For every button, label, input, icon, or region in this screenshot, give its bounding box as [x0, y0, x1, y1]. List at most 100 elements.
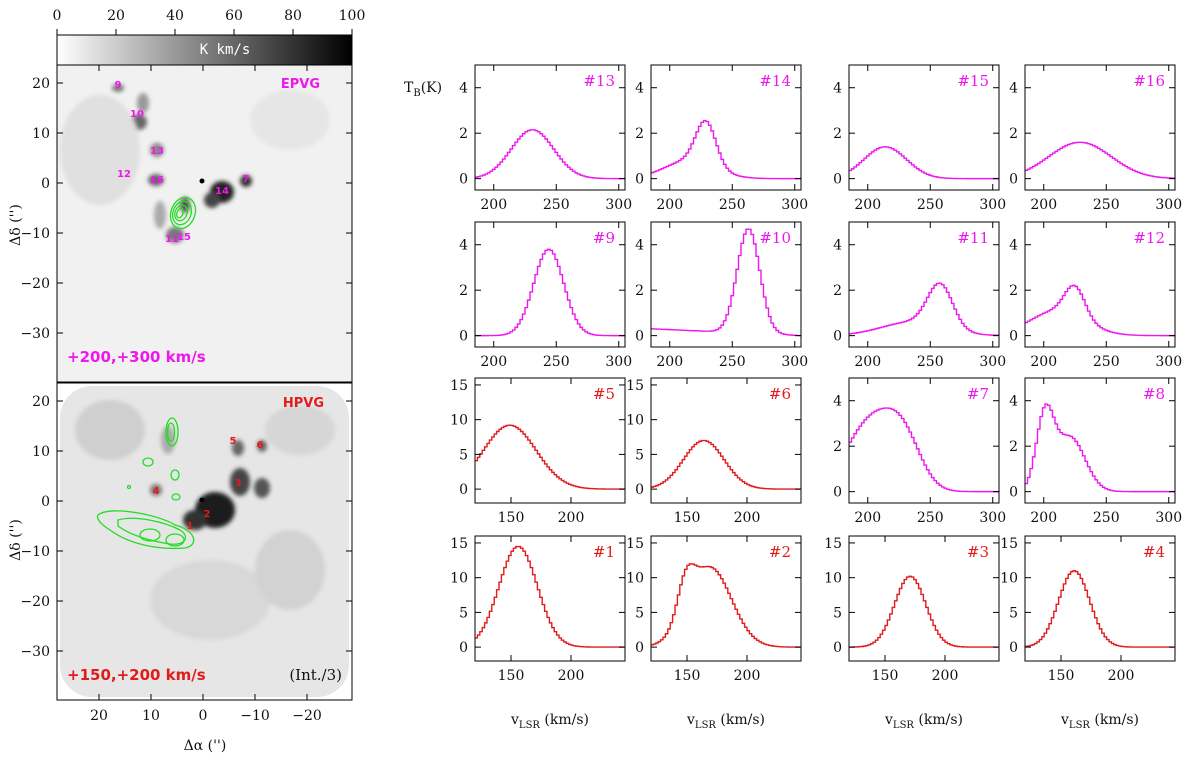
spectrum-xtick-label: 200	[932, 668, 959, 684]
colorbar-gradient	[56, 34, 353, 66]
spectrum-ytick-label: 4	[635, 238, 644, 254]
spectrum-xtick-label: 300	[605, 197, 632, 213]
spectrum-ytick-label: 0	[635, 640, 644, 656]
spectrum-id: #14	[759, 72, 791, 90]
spectrum-ytick-label: 10	[824, 571, 842, 587]
spectrum-frame	[474, 377, 626, 504]
spectrum-frame	[474, 221, 626, 348]
map-bottom-marker: 6	[257, 440, 264, 451]
spectrum-xtick-label: 200	[656, 354, 683, 370]
map-xlabel: Δα ('')	[184, 738, 227, 754]
spectrum-id: #11	[957, 229, 989, 247]
spectrum-ytick-label: 2	[635, 126, 644, 142]
spectrum-line	[475, 129, 626, 180]
spectrum-ytick-label: 15	[450, 378, 468, 394]
spectrum-ytick-label: 0	[1009, 485, 1018, 501]
map-bottom-ylabel: Δδ ('')	[8, 519, 24, 561]
spectrum-ytick-label: 0	[833, 329, 842, 345]
map-bottom-contours	[96, 417, 195, 550]
colorbar-tick-label: 0	[53, 8, 62, 24]
spectrum-line	[849, 407, 999, 493]
map-bottom-marker: 3	[235, 478, 242, 489]
spectrum-xtick-label: 300	[1155, 354, 1182, 370]
map-ytick-label: 10	[32, 126, 50, 142]
map-ytick-label: −30	[20, 644, 50, 660]
spectrum-panel: 0 2 4 200 250 300 #15	[833, 64, 1006, 213]
map-bottom-center-dot	[199, 497, 205, 503]
spectrum-frame	[848, 377, 1000, 504]
spectrum-frame	[650, 535, 802, 662]
spectrum-ytick-label: 0	[459, 640, 468, 656]
spectrum-xtick-label: 150	[498, 668, 525, 684]
spectrum-xtick-label: 300	[1155, 510, 1182, 526]
spectrum-xtick-label: 250	[719, 197, 746, 213]
spectrum-ytick-label: 4	[833, 394, 842, 410]
map-top-marker: 9	[115, 80, 122, 91]
colorbar-tick-label: 40	[166, 8, 184, 24]
map-top-marker: 16	[150, 175, 164, 186]
spectrum-ytick-label: 2	[1009, 439, 1018, 455]
spectrum-ytick-label: 0	[833, 640, 842, 656]
spectrum-ytick-label: 2	[833, 439, 842, 455]
colorbar-tick-label: 60	[225, 8, 243, 24]
spectrum-frame	[1024, 64, 1176, 191]
spectrum-frame	[474, 535, 626, 662]
spectra-xlabels: vLSR (km/s) vLSR (km/s) vLSR (km/s) vLSR (k…	[510, 712, 1139, 731]
spectrum-xtick-label: 200	[1030, 354, 1057, 370]
map-top-range: +200,+300 km/s	[67, 348, 206, 366]
spectrum-frame	[1024, 377, 1176, 504]
spectrum-xtick-label: 200	[854, 354, 881, 370]
spectrum-id: #16	[1133, 72, 1165, 90]
spectrum-panel: 0 2 4 200 250 300 #14	[635, 64, 808, 213]
spectrum-xtick-label: 250	[917, 510, 944, 526]
spectra-xlabel: vLSR (km/s)	[686, 712, 765, 731]
spectrum-id: #2	[769, 543, 791, 561]
map-top-ylabel: Δδ ('')	[8, 204, 24, 246]
spectrum-line	[651, 439, 801, 490]
spectrum-ytick-label: 0	[1009, 172, 1018, 188]
spectrum-frame	[848, 221, 1000, 348]
spectrum-ytick-label: 4	[459, 81, 468, 97]
spectrum-ytick-label: 4	[1009, 81, 1018, 97]
spectrum-xtick-label: 200	[854, 197, 881, 213]
spectrum-line	[849, 282, 1000, 336]
spectrum-ytick-label: 4	[833, 81, 842, 97]
spectrum-panel: 0 2 4 200 250 300 #9	[459, 221, 632, 370]
map-ytick-label: −30	[20, 326, 50, 342]
spectrum-ytick-label: 2	[635, 283, 644, 299]
spectrum-xtick-label: 200	[854, 510, 881, 526]
spectrum-xtick-label: 250	[917, 354, 944, 370]
spectrum-ytick-label: 0	[459, 329, 468, 345]
spectrum-ytick-label: 10	[626, 413, 644, 429]
map-top-marker: 13	[150, 146, 164, 157]
colorbar-tick-label: 100	[339, 8, 366, 24]
spectrum-xtick-label: 300	[781, 197, 808, 213]
spectrum-ytick-label: 0	[833, 172, 842, 188]
colorbar-tick-label: 80	[284, 8, 302, 24]
map-xtick-label: −20	[292, 708, 322, 724]
map-top-tag: EPVG	[281, 77, 320, 92]
spectrum-ytick-label: 10	[626, 571, 644, 587]
spectrum-ytick-label: 5	[1009, 605, 1018, 621]
map-top-marker: 12	[117, 169, 131, 180]
map-top-marker: 11	[165, 234, 179, 245]
map-xtick-label: 0	[199, 708, 208, 724]
spectrum-xtick-label: 200	[558, 510, 585, 526]
spectrum-id: #6	[769, 385, 791, 403]
map-xtick-label: 10	[142, 708, 160, 724]
spectrum-xtick-label: 250	[1093, 197, 1120, 213]
spectrum-xtick-label: 300	[1155, 197, 1182, 213]
spectrum-line	[1025, 403, 1175, 493]
spectrum-ytick-label: 4	[833, 238, 842, 254]
spectrum-frame	[848, 535, 1000, 662]
spectrum-panel: 0 2 4 200 250 300 #13	[459, 64, 632, 213]
map-bottom-markers: 5 6 3 4 21	[153, 436, 264, 532]
spectrum-xtick-label: 300	[979, 354, 1006, 370]
spectrum-frame	[848, 64, 1000, 191]
spectrum-id: #5	[593, 385, 615, 403]
map-top-marker: 14	[215, 186, 229, 197]
